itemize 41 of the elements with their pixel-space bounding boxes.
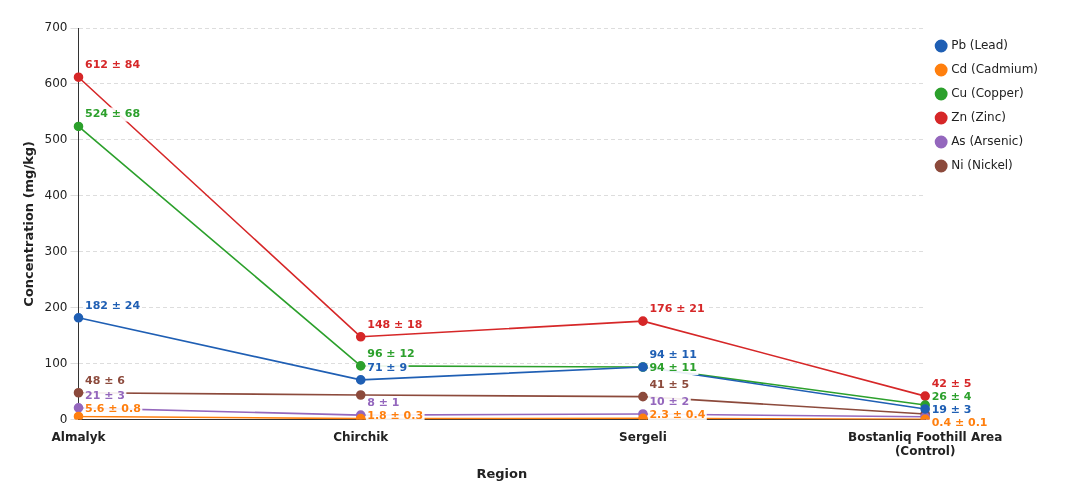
data-label: 612 ± 84 xyxy=(85,58,141,72)
y-tick-label: 100 xyxy=(44,355,68,370)
legend-label: Cd (Cadmium) xyxy=(951,62,1038,77)
y-axis-title: Concentration (mg/kg) xyxy=(21,140,37,307)
y-tick-label: 700 xyxy=(44,20,68,35)
data-label: 96 ± 12 xyxy=(367,346,415,360)
data-label: 176 ± 21 xyxy=(649,302,705,315)
data-label: 10 ± 2 xyxy=(649,394,690,408)
data-label: 0.4 ± 0.1 xyxy=(931,415,988,429)
data-label: 19 ± 3 xyxy=(931,402,972,416)
data-label: 1.8 ± 0.3 xyxy=(367,408,424,422)
x-axis-title: Region xyxy=(476,465,528,481)
data-label: 94 ± 11 xyxy=(649,347,697,361)
y-tick-label: 400 xyxy=(44,187,68,202)
y-tick-label: 300 xyxy=(44,243,68,258)
data-label: 41 ± 5 xyxy=(649,377,690,391)
y-tick-label: 500 xyxy=(44,132,68,147)
x-tick-label: Bostanliq Foothill Area (Control) xyxy=(847,429,1003,459)
data-label: 26 ± 4 xyxy=(931,389,972,403)
y-tick-label: 600 xyxy=(44,76,68,91)
legend-label: Pb (Lead) xyxy=(951,38,1009,53)
data-label: 21 ± 3 xyxy=(85,388,125,402)
y-tick-label: 200 xyxy=(44,299,68,314)
data-label: 94 ± 11 xyxy=(649,360,697,374)
x-tick-label: Chirchik xyxy=(333,429,390,444)
data-label: 5.6 ± 0.8 xyxy=(85,401,141,415)
data-label: 48 ± 6 xyxy=(85,373,126,387)
data-label: 8 ± 1 xyxy=(367,395,400,409)
data-label: 71 ± 9 xyxy=(367,360,408,374)
legend-label: Zn (Zinc) xyxy=(951,110,1006,125)
y-tick-label: 0 xyxy=(59,411,68,426)
data-label: 148 ± 18 xyxy=(367,317,423,331)
x-tick-label: Almalyk xyxy=(51,429,107,444)
data-label: 42 ± 5 xyxy=(931,376,972,390)
legend-label: Ni (Nickel) xyxy=(951,158,1013,173)
legend-label: As (Arsenic) xyxy=(951,134,1024,149)
legend-label: Cu (Copper) xyxy=(951,86,1024,101)
data-label: 524 ± 68 xyxy=(85,107,141,121)
x-tick-label: Sergeli xyxy=(619,429,667,444)
data-label: 2.3 ± 0.4 xyxy=(649,407,706,421)
data-label: 182 ± 24 xyxy=(85,298,141,312)
